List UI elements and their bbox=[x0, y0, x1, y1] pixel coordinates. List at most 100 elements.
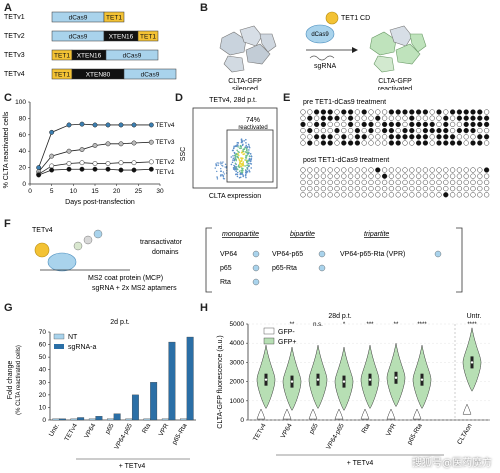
cpg-site bbox=[368, 109, 374, 115]
cpg-site bbox=[313, 179, 320, 186]
g-category-label-0: Untr. bbox=[48, 422, 61, 438]
cpg-site bbox=[402, 185, 408, 192]
cpg-site bbox=[375, 109, 381, 115]
cpg-site bbox=[416, 167, 422, 173]
cpg-site bbox=[484, 121, 490, 128]
h-median-6 bbox=[420, 378, 424, 381]
flow-dot bbox=[216, 170, 218, 173]
flow-dot bbox=[244, 174, 247, 177]
h-median-7 bbox=[470, 361, 474, 364]
c-xtick-label-5: 25 bbox=[135, 188, 143, 195]
cpg-site bbox=[307, 127, 313, 134]
flow-dot bbox=[240, 147, 243, 149]
cpg-site bbox=[313, 140, 320, 146]
f-mono-2: Rta bbox=[220, 279, 231, 286]
flow-dot bbox=[248, 146, 251, 149]
watermark-text: 搜狐号@医药魔方 bbox=[412, 458, 492, 469]
h-violin-neg-5 bbox=[386, 408, 396, 420]
h-ylabel: CLTA-GFP fluorescence (a.u.) bbox=[217, 335, 224, 428]
cpg-site bbox=[409, 173, 415, 179]
cpg-site bbox=[416, 115, 422, 121]
cpg-site bbox=[436, 173, 442, 179]
construct-2-part-label-1: XTEN16 bbox=[77, 53, 102, 60]
cpg-site bbox=[347, 167, 354, 173]
cpg-site bbox=[409, 185, 415, 192]
h-median-5 bbox=[394, 376, 398, 379]
cpg-site bbox=[300, 109, 306, 115]
cpg-site bbox=[313, 121, 320, 128]
cpg-site bbox=[375, 134, 381, 140]
cpg-site bbox=[388, 109, 395, 115]
cpg-site bbox=[470, 121, 476, 128]
cpg-site bbox=[429, 140, 435, 146]
cpg-site bbox=[484, 185, 490, 192]
flow-dot bbox=[224, 163, 227, 166]
construct-2-part-label-2: dCas9 bbox=[123, 53, 142, 60]
cpg-site bbox=[470, 115, 476, 121]
d-gate-label-2: reactivated bbox=[238, 125, 267, 131]
c-point-3-6 bbox=[118, 167, 124, 173]
cpg-site bbox=[347, 185, 354, 192]
cpg-site bbox=[463, 109, 469, 115]
h-violin-neg-0 bbox=[256, 408, 266, 420]
c-point-1-6 bbox=[118, 141, 124, 147]
cpg-site bbox=[368, 192, 374, 198]
f-mcp-label: MS2 coat protein (MCP) bbox=[88, 275, 163, 282]
flow-dot bbox=[235, 170, 237, 173]
flow-dot bbox=[245, 169, 247, 172]
c-point-3-2 bbox=[66, 166, 72, 172]
h-violin-neg-7 bbox=[462, 403, 472, 415]
f-bracket-left bbox=[205, 227, 212, 293]
cpg-site bbox=[456, 121, 463, 128]
c-point-3-1 bbox=[49, 167, 55, 173]
cpg-site bbox=[429, 173, 435, 179]
cpg-site bbox=[409, 140, 415, 146]
c-series-label-2: TETv2 bbox=[155, 159, 175, 166]
cpg-site bbox=[450, 109, 456, 115]
flow-dot bbox=[246, 154, 248, 157]
cpg-site bbox=[341, 192, 347, 198]
cpg-site bbox=[470, 140, 476, 146]
c-point-1-3 bbox=[79, 147, 85, 153]
h-category-label-3: VP64-p65 bbox=[325, 422, 346, 451]
h-violin-neg-4 bbox=[360, 408, 370, 420]
flow-dot bbox=[246, 160, 249, 162]
cpg-site bbox=[470, 109, 476, 115]
cpg-site bbox=[354, 127, 361, 134]
cpg-site bbox=[313, 109, 320, 115]
c-ytick-label-0: 0 bbox=[22, 181, 26, 188]
g-ytick-label-7: 70 bbox=[39, 329, 47, 336]
cpg-site bbox=[429, 121, 435, 128]
cpg-site bbox=[327, 121, 333, 128]
cpg-site bbox=[463, 134, 469, 140]
g-ytick-label-6: 60 bbox=[39, 342, 47, 349]
flow-dot bbox=[237, 141, 239, 144]
cpg-site bbox=[368, 185, 374, 192]
h-category-label-2: p65 bbox=[308, 422, 320, 435]
f-col-bi: bipartite bbox=[290, 231, 315, 238]
cpg-site bbox=[307, 115, 313, 121]
cpg-site bbox=[300, 192, 306, 198]
c-point-1-7 bbox=[131, 140, 137, 146]
flow-dot bbox=[247, 143, 250, 146]
cpg-site bbox=[388, 192, 395, 198]
g-bar-1-5 bbox=[150, 382, 158, 421]
g-legend-nt-swatch bbox=[53, 333, 65, 340]
flow-dot bbox=[234, 154, 237, 156]
panel-d-flow-plot: TETv4, 28d p.t. 74% reactivated SSC CLTA… bbox=[180, 97, 278, 200]
g-bar-0-4 bbox=[125, 418, 133, 421]
panel-b-schematic: CLTA-GFP silenced dCas9 TET1 CD sgRNA CL… bbox=[219, 11, 427, 90]
flow-dot bbox=[241, 169, 244, 171]
c-xtick-label-1: 5 bbox=[50, 188, 54, 195]
cpg-site bbox=[456, 134, 463, 140]
cpg-site bbox=[354, 167, 361, 173]
flow-dot bbox=[223, 173, 225, 175]
flow-dot bbox=[216, 162, 218, 164]
cpg-site bbox=[300, 127, 306, 134]
f-mcp-1 bbox=[73, 241, 83, 251]
h-star-1: ** bbox=[290, 322, 295, 328]
cpg-site bbox=[334, 115, 340, 121]
cpg-site bbox=[402, 173, 408, 179]
cpg-site bbox=[422, 115, 429, 121]
flow-dot bbox=[236, 145, 238, 148]
